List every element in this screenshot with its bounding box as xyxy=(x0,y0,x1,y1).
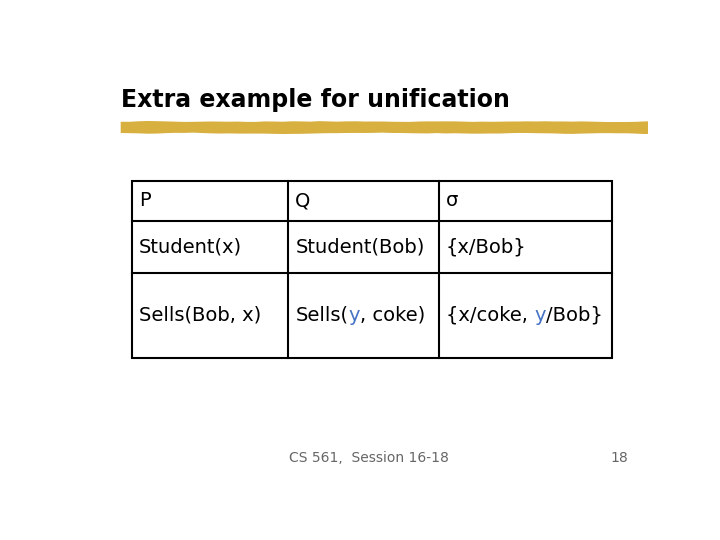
Polygon shape xyxy=(121,121,654,134)
Text: Sells(: Sells( xyxy=(295,306,348,325)
Text: σ: σ xyxy=(446,192,459,211)
Text: CS 561,  Session 16-18: CS 561, Session 16-18 xyxy=(289,451,449,465)
Text: Student(x): Student(x) xyxy=(139,237,242,256)
Text: Q: Q xyxy=(295,192,311,211)
Text: Extra example for unification: Extra example for unification xyxy=(121,87,510,112)
Text: y: y xyxy=(348,306,360,325)
Text: 18: 18 xyxy=(611,451,629,465)
Text: y: y xyxy=(534,306,546,325)
Text: Student(Bob): Student(Bob) xyxy=(295,237,425,256)
Text: , coke): , coke) xyxy=(360,306,425,325)
Text: {x/Bob}: {x/Bob} xyxy=(446,237,527,256)
Text: /Bob}: /Bob} xyxy=(546,306,603,325)
Text: P: P xyxy=(139,192,150,211)
Text: Sells(Bob, x): Sells(Bob, x) xyxy=(139,306,261,325)
Text: {x/coke,: {x/coke, xyxy=(446,306,534,325)
